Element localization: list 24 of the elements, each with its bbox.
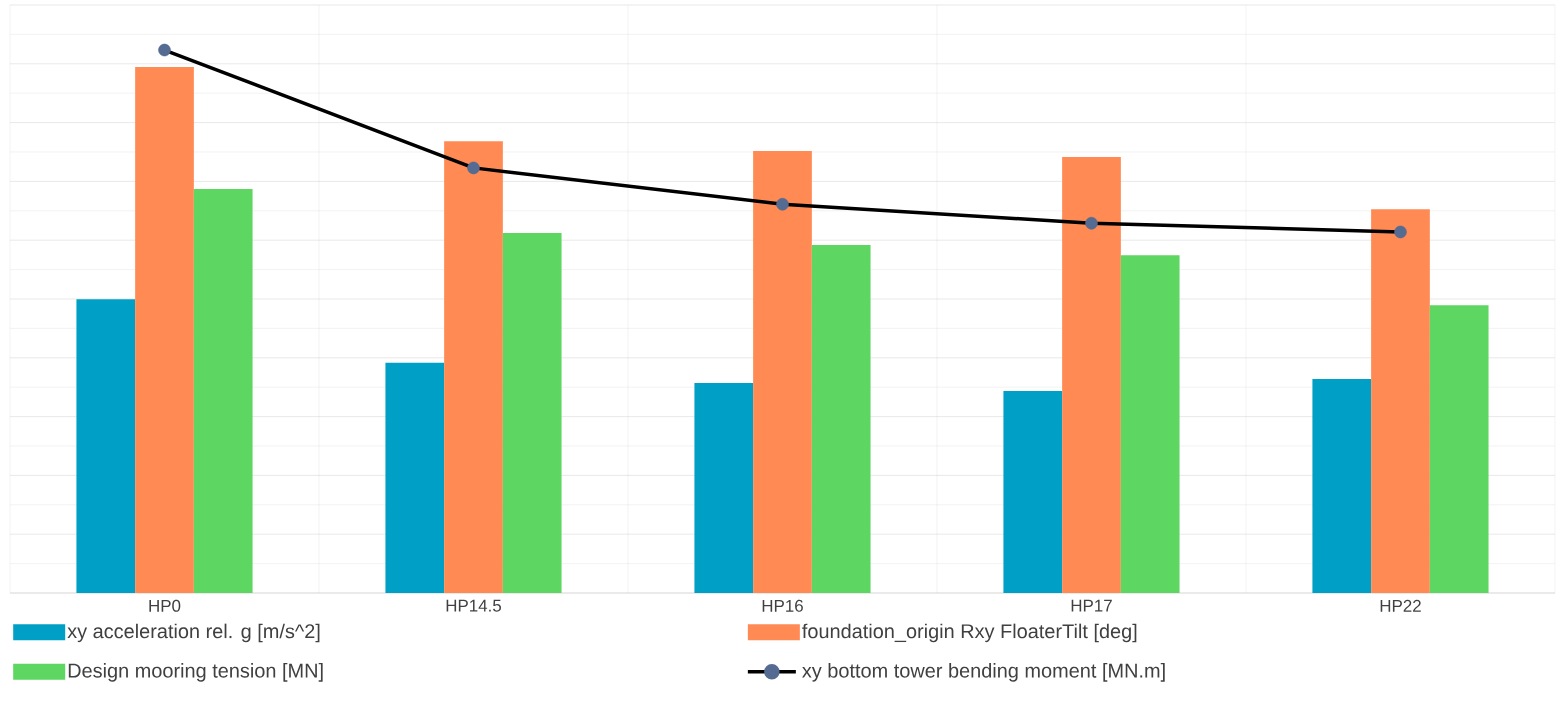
- bar: [1062, 157, 1121, 593]
- legend-label: xy bottom tower bending moment [MN.m]: [802, 663, 1165, 682]
- legend-label: Design mooring tension [MN]: [68, 663, 323, 682]
- x-tick-label: HP22: [1380, 599, 1421, 612]
- x-tick-label: HP14.5: [446, 599, 502, 612]
- bar: [1371, 209, 1430, 593]
- bar: [1312, 379, 1372, 593]
- x-tick-label: HP17: [1071, 599, 1112, 612]
- bar: [193, 189, 253, 593]
- bar: [1120, 255, 1180, 593]
- bar: [385, 362, 445, 593]
- legend-label: xy acceleration rel. g [m/s^2]: [67, 623, 320, 643]
- bar: [135, 66, 194, 593]
- bar: [694, 382, 754, 593]
- bar: [753, 151, 812, 593]
- bar: [811, 244, 871, 593]
- bar: [1429, 305, 1489, 593]
- x-tick-label: HP16: [762, 599, 803, 612]
- x-tick-label: HP0: [149, 599, 181, 612]
- legend-label: foundation_origin Rxy FloaterTilt [deg]: [802, 623, 1137, 643]
- bar: [444, 141, 503, 593]
- bar: [76, 299, 136, 593]
- bar: [502, 233, 562, 593]
- bar: [1003, 391, 1063, 593]
